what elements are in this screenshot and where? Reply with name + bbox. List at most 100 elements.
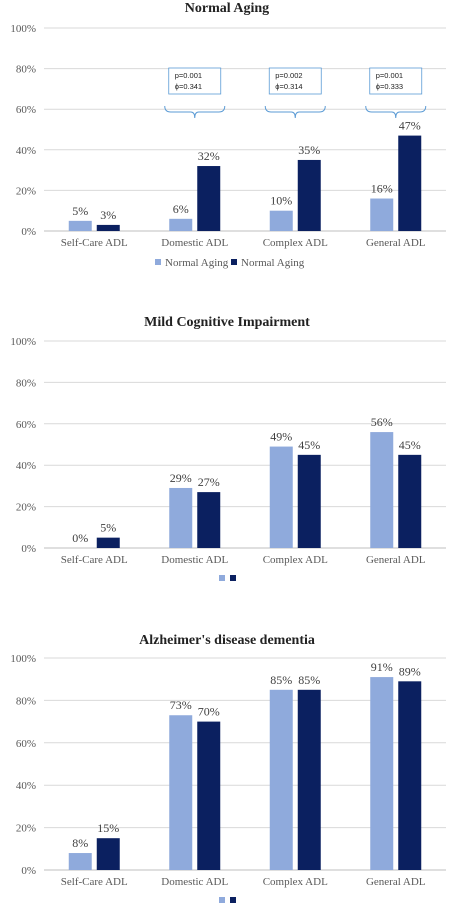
- annotation-phi-value: ϕ=0.333: [376, 82, 403, 91]
- y-tick-label: 40%: [16, 145, 36, 157]
- data-label: 73%: [170, 698, 192, 712]
- data-label: 16%: [371, 182, 393, 196]
- legend-swatch: [231, 259, 237, 265]
- y-tick-label: 80%: [16, 377, 36, 389]
- category-label: Complex ADL: [263, 876, 328, 888]
- y-tick-label: 20%: [16, 823, 36, 835]
- bar-dark: [398, 681, 422, 870]
- chart-panel-2: Mild Cognitive Impairment 0% 20% 40% 60% 80% 1…: [10, 315, 446, 581]
- y-tick-label: 40%: [16, 460, 36, 472]
- data-label: 15%: [97, 821, 119, 835]
- data-label: 3%: [100, 208, 116, 222]
- data-label: 85%: [298, 673, 320, 687]
- legend-swatch: [155, 259, 161, 265]
- category-label: General ADL: [366, 237, 426, 249]
- y-tick-label: 100%: [10, 653, 36, 665]
- category-label: Self-Care ADL: [61, 554, 128, 566]
- bar-light: [269, 210, 293, 231]
- data-label: 56%: [371, 415, 393, 429]
- data-label: 91%: [371, 660, 393, 674]
- data-label: 89%: [399, 664, 421, 678]
- y-tick-label: 100%: [10, 336, 36, 348]
- data-label: 10%: [270, 194, 292, 208]
- bar-light: [370, 677, 394, 870]
- data-label: 47%: [399, 119, 421, 133]
- y-tick-label: 80%: [16, 695, 36, 707]
- annotation-phi-value: ϕ=0.314: [275, 82, 302, 91]
- data-label: 27%: [198, 475, 220, 489]
- significance-annotation: p=0.001 ϕ=0.341: [164, 67, 226, 119]
- chart-title: Mild Cognitive Impairment: [144, 315, 310, 330]
- annotation-p-value: p=0.001: [175, 71, 202, 80]
- bar-light: [269, 689, 293, 870]
- bar-dark: [297, 159, 321, 231]
- y-tick-label: 60%: [16, 104, 36, 116]
- y-tick-label: 0%: [21, 226, 36, 238]
- legend: Normal Aging Normal Aging: [155, 257, 305, 269]
- legend-swatch: [219, 575, 225, 581]
- annotation-phi-value: ϕ=0.341: [175, 82, 202, 91]
- y-tick-label: 60%: [16, 419, 36, 431]
- bar-light: [269, 446, 293, 548]
- data-label: 70%: [198, 705, 220, 719]
- category-label: Domestic ADL: [161, 554, 228, 566]
- bar-light: [68, 220, 92, 231]
- bar-light: [169, 218, 193, 231]
- bar-light: [169, 487, 193, 548]
- data-label: 45%: [298, 438, 320, 452]
- category-label: General ADL: [366, 554, 426, 566]
- category-label: Complex ADL: [263, 237, 328, 249]
- category-label: Domestic ADL: [161, 237, 228, 249]
- significance-annotation: p=0.001 ϕ=0.333: [365, 67, 427, 119]
- data-label: 6%: [173, 202, 189, 216]
- y-tick-label: 100%: [10, 23, 36, 35]
- brace: [264, 105, 326, 119]
- bar-dark: [297, 454, 321, 548]
- category-label: Domestic ADL: [161, 876, 228, 888]
- data-label: 29%: [170, 471, 192, 485]
- data-label: 49%: [270, 430, 292, 444]
- bar-dark: [398, 454, 422, 548]
- y-tick-label: 80%: [16, 64, 36, 76]
- legend-swatch: [230, 575, 236, 581]
- y-tick-label: 0%: [21, 865, 36, 877]
- significance-annotation: p=0.002 ϕ=0.314: [264, 67, 326, 119]
- bar-dark: [197, 492, 221, 548]
- chart-panel-1: Normal Aging 0% 20% 40% 60% 80% 100% Self-Care …: [10, 1, 446, 269]
- annotation-box: [268, 67, 322, 95]
- bar-dark: [96, 537, 120, 548]
- data-label: 5%: [72, 204, 88, 218]
- annotation-p-value: p=0.002: [275, 71, 302, 80]
- category-label: Self-Care ADL: [61, 876, 128, 888]
- bar-light: [370, 432, 394, 548]
- legend-swatch: [219, 897, 225, 903]
- y-tick-label: 20%: [16, 185, 36, 197]
- y-tick-label: 0%: [21, 543, 36, 555]
- bar-light: [370, 198, 394, 231]
- data-label: 32%: [198, 149, 220, 163]
- legend-label: Normal Aging: [241, 257, 305, 269]
- category-label: Complex ADL: [263, 554, 328, 566]
- category-label: General ADL: [366, 876, 426, 888]
- bar-light: [68, 853, 92, 870]
- bar-dark: [96, 224, 120, 231]
- data-label: 85%: [270, 673, 292, 687]
- data-label: 5%: [100, 521, 116, 535]
- y-tick-label: 20%: [16, 502, 36, 514]
- legend: [219, 897, 236, 903]
- data-label: 8%: [72, 836, 88, 850]
- annotation-p-value: p=0.001: [376, 71, 403, 80]
- bar-dark: [96, 838, 120, 870]
- annotation-box: [168, 67, 222, 95]
- y-tick-label: 60%: [16, 738, 36, 750]
- data-label: 0%: [72, 531, 88, 545]
- bar-dark: [398, 135, 422, 231]
- data-label: 35%: [298, 143, 320, 157]
- brace: [365, 105, 427, 119]
- bar-light: [169, 715, 193, 870]
- legend-swatch: [230, 897, 236, 903]
- y-tick-label: 40%: [16, 780, 36, 792]
- data-label: 45%: [399, 438, 421, 452]
